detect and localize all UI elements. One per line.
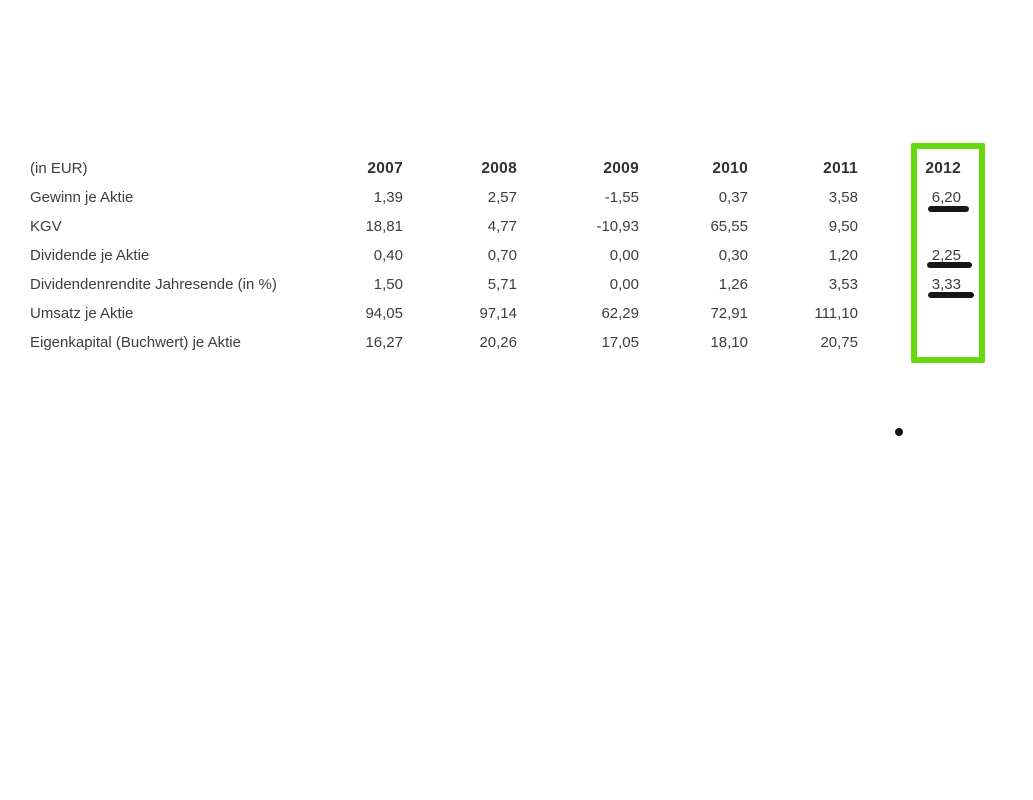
- cell-value: 1,39: [373, 189, 403, 206]
- row-label: Dividendenrendite Jahresende (in %): [30, 276, 277, 293]
- cell-value: 0,00: [609, 247, 639, 264]
- cell-value: 1,50: [373, 276, 403, 293]
- cell-value-annotated: 2,25: [858, 241, 971, 270]
- year-header-2011: 2011: [823, 160, 858, 177]
- cell-value-annotated: 6,20: [858, 183, 963, 212]
- row-label: Gewinn je Aktie: [30, 189, 134, 206]
- underlined-value: 3,33: [931, 276, 971, 295]
- marker-underline-gewinn: [928, 206, 969, 212]
- year-header-2010: 2010: [712, 160, 748, 177]
- stray-dot: [895, 428, 903, 436]
- cell-value: 20,26: [479, 334, 517, 351]
- cell-value: 1,20: [828, 247, 858, 264]
- underlined-value: 6,20: [931, 189, 963, 208]
- cell-value: 0,37: [718, 189, 748, 206]
- marker-underline-dividende: [927, 262, 972, 268]
- year-header-2009: 2009: [603, 160, 639, 177]
- cell-value: -1,55: [604, 189, 639, 206]
- cell-value: 2,57: [487, 189, 517, 206]
- cell-value: 62,29: [601, 305, 639, 322]
- cell-value: 72,91: [710, 305, 748, 322]
- highlight-box-2012: [911, 143, 985, 363]
- cell-value: 5,71: [487, 276, 517, 293]
- year-header-2008: 2008: [481, 160, 517, 177]
- row-label: Dividende je Aktie: [30, 247, 150, 264]
- cell-value: 65,55: [710, 218, 748, 235]
- cell-value: 94,05: [365, 305, 403, 322]
- cell-value: 111,10: [814, 305, 858, 322]
- cell-value: 20,75: [820, 334, 858, 351]
- cell-value: -10,93: [596, 218, 639, 235]
- cell-value: 0,70: [487, 247, 517, 264]
- cell-value: 18,81: [365, 218, 403, 235]
- row-label: Eigenkapital (Buchwert) je Aktie: [30, 334, 241, 351]
- underlined-value: 2,25: [931, 247, 971, 266]
- cell-value: 0,30: [718, 247, 748, 264]
- cell-value: 3,58: [828, 189, 858, 206]
- table-unit-label: (in EUR): [30, 160, 88, 177]
- cell-value: 3,53: [828, 276, 858, 293]
- row-label: Umsatz je Aktie: [30, 305, 134, 322]
- cell-value: 17,05: [601, 334, 639, 351]
- financials-table: (in EUR) 2007 2008 2009 2010 2011 2012 G…: [30, 154, 971, 357]
- cell-value: 16,27: [365, 334, 403, 351]
- cell-value: 18,10: [710, 334, 748, 351]
- marker-underline-dividendenrendite: [928, 292, 974, 298]
- cell-value: 1,26: [718, 276, 748, 293]
- row-label: KGV: [30, 218, 62, 235]
- cell-value: 0,40: [373, 247, 403, 264]
- cell-value: 4,77: [487, 218, 517, 235]
- cell-value: 0,00: [609, 276, 639, 293]
- cell-value: 9,50: [828, 218, 858, 235]
- cell-value-annotated: 3,33: [858, 270, 971, 299]
- cell-value: 97,14: [479, 305, 517, 322]
- year-header-2012: 2012: [925, 160, 961, 177]
- year-header-2007: 2007: [367, 160, 403, 177]
